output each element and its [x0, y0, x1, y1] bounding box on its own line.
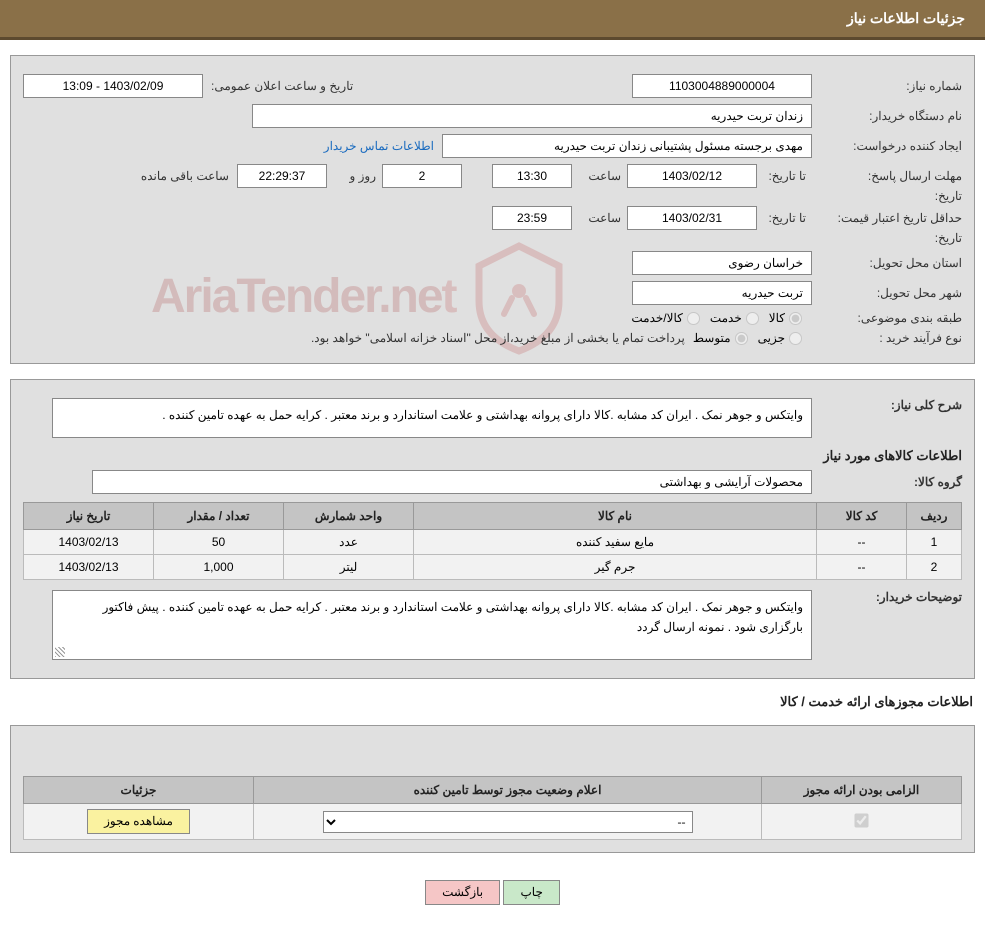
- until-label-2: تا تاریخ:: [757, 211, 812, 225]
- buyer-contact-link[interactable]: اطلاعات تماس خریدار: [316, 139, 442, 153]
- province-label: استان محل تحویل:: [812, 256, 962, 270]
- license-row: -- مشاهده مجوز: [24, 804, 962, 840]
- group-label: گروه کالا:: [812, 475, 962, 489]
- license-mandatory-checkbox[interactable]: [854, 813, 868, 827]
- print-button[interactable]: چاپ: [503, 880, 559, 905]
- deadline-label: مهلت ارسال پاسخ:: [812, 169, 962, 183]
- cat-radio-both[interactable]: کالا/خدمت: [631, 311, 709, 325]
- proc-radio-minor[interactable]: جزیی: [758, 331, 812, 345]
- need-details-panel: شرح کلی نیاز: وایتکس و جوهر نمک . ایران …: [10, 379, 975, 679]
- hour-label-1: ساعت: [572, 169, 627, 183]
- process-label: نوع فرآیند خرید :: [812, 331, 962, 345]
- table-cell: 1403/02/13: [24, 555, 154, 580]
- license-table: الزامی بودن ارائه مجوز اعلام وضعیت مجوز …: [23, 776, 962, 840]
- table-cell: لیتر: [284, 555, 414, 580]
- cat-radio-service[interactable]: خدمت: [710, 311, 769, 325]
- table-cell: --: [817, 555, 907, 580]
- action-buttons: چاپ بازگشت: [0, 868, 985, 917]
- hours-remaining: 22:29:37: [237, 164, 327, 188]
- items-table: ردیف کد کالا نام کالا واحد شمارش تعداد /…: [23, 502, 962, 580]
- th-code: کد کالا: [817, 503, 907, 530]
- process-radio-group: جزیی متوسط: [693, 331, 812, 345]
- need-info-panel: AriaTender.net شماره نیاز: 1103004889000…: [10, 55, 975, 364]
- summary-text: وایتکس و جوهر نمک . ایران کد مشابه .کالا…: [52, 398, 812, 438]
- category-label: طبقه بندی موضوعی:: [812, 311, 962, 325]
- process-note: پرداخت تمام یا بخشی از مبلغ خرید،از محل …: [311, 331, 693, 345]
- items-section-title: اطلاعات کالاهای مورد نیاز: [23, 448, 962, 464]
- table-cell: 1403/02/13: [24, 530, 154, 555]
- need-number-label: شماره نیاز:: [812, 79, 962, 93]
- cat-radio-goods[interactable]: کالا: [769, 311, 812, 325]
- validity-date: 1403/02/31: [627, 206, 757, 230]
- city-value: تربت حیدریه: [632, 281, 812, 305]
- table-cell: 2: [907, 555, 962, 580]
- group-value: محصولات آرایشی و بهداشتی: [92, 470, 812, 494]
- remain-suffix: ساعت باقی مانده: [141, 169, 237, 183]
- requester-label: ایجاد کننده درخواست:: [812, 139, 962, 153]
- days-remaining: 2: [382, 164, 462, 188]
- validity-label: حداقل تاریخ اعتبار قیمت:: [812, 211, 962, 225]
- until-label-1: تا تاریخ:: [757, 169, 812, 183]
- category-radio-group: کالا خدمت کالا/خدمت: [631, 311, 812, 325]
- page-title: جزئیات اطلاعات نیاز: [847, 10, 965, 26]
- th-date: تاریخ نیاز: [24, 503, 154, 530]
- th-qty: تعداد / مقدار: [154, 503, 284, 530]
- table-row: 1--مایع سفید کنندهعدد501403/02/13: [24, 530, 962, 555]
- buyer-org-value: زندان تربت حیدریه: [252, 104, 812, 128]
- province-value: خراسان رضوی: [632, 251, 812, 275]
- hour-label-2: ساعت: [572, 211, 627, 225]
- requester-value: مهدی برجسته مسئول پشتیبانی زندان تربت حی…: [442, 134, 812, 158]
- table-row: 2--جرم گیرلیتر1,0001403/02/13: [24, 555, 962, 580]
- days-and-label: روز و: [327, 169, 382, 183]
- license-status-select[interactable]: --: [323, 811, 693, 833]
- license-section-title: اطلاعات مجوزهای ارائه خدمت / کالا: [0, 694, 973, 710]
- th-row: ردیف: [907, 503, 962, 530]
- announce-label: تاریخ و ساعت اعلان عمومی:: [203, 79, 383, 93]
- announce-value: 1403/02/09 - 13:09: [23, 74, 203, 98]
- deadline-time: 13:30: [492, 164, 572, 188]
- lth-details: جزئیات: [24, 777, 254, 804]
- th-unit: واحد شمارش: [284, 503, 414, 530]
- license-panel: الزامی بودن ارائه مجوز اعلام وضعیت مجوز …: [10, 725, 975, 853]
- summary-label: شرح کلی نیاز:: [812, 398, 962, 412]
- lth-status: اعلام وضعیت مجوز توسط تامین کننده: [254, 777, 762, 804]
- view-license-button[interactable]: مشاهده مجوز: [87, 809, 190, 834]
- validity-time: 23:59: [492, 206, 572, 230]
- need-number-value: 1103004889000004: [632, 74, 812, 98]
- page-header: جزئیات اطلاعات نیاز: [0, 0, 985, 40]
- proc-radio-medium[interactable]: متوسط: [693, 331, 758, 345]
- buyer-org-label: نام دستگاه خریدار:: [812, 109, 962, 123]
- table-cell: جرم گیر: [414, 555, 817, 580]
- table-cell: --: [817, 530, 907, 555]
- deadline-date: 1403/02/12: [627, 164, 757, 188]
- city-label: شهر محل تحویل:: [812, 286, 962, 300]
- back-button[interactable]: بازگشت: [425, 880, 500, 905]
- table-cell: 50: [154, 530, 284, 555]
- lth-mandatory: الزامی بودن ارائه مجوز: [762, 777, 962, 804]
- resize-handle-icon[interactable]: [55, 647, 65, 657]
- table-cell: عدد: [284, 530, 414, 555]
- table-cell: 1: [907, 530, 962, 555]
- buyer-notes-text: وایتکس و جوهر نمک . ایران کد مشابه .کالا…: [52, 590, 812, 660]
- buyer-notes-label: توضیحات خریدار:: [812, 590, 962, 604]
- table-cell: 1,000: [154, 555, 284, 580]
- table-cell: مایع سفید کننده: [414, 530, 817, 555]
- th-name: نام کالا: [414, 503, 817, 530]
